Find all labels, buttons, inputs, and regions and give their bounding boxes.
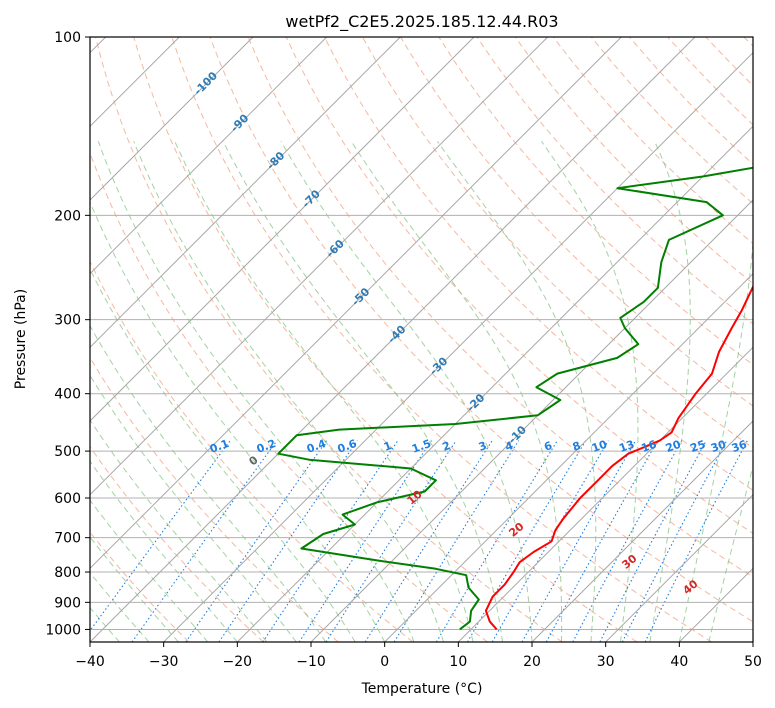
isotherm <box>310 199 753 642</box>
y-tick-label: 700 <box>54 531 81 547</box>
mixing-ratio-line <box>467 440 587 642</box>
x-axis-title: Temperature (°C) <box>361 681 483 697</box>
mixing-ratio-label: 0.1 <box>208 437 231 456</box>
isotherm <box>605 493 753 642</box>
y-tick-label: 500 <box>54 444 81 460</box>
mixing-ratio-label: 4 <box>503 439 515 454</box>
x-tick-label: −10 <box>296 654 326 670</box>
dry-adiabat <box>133 37 638 642</box>
dry-adiabat <box>171 37 712 642</box>
mixing-ratio-line <box>90 440 231 632</box>
dewpoint-profile <box>277 166 753 631</box>
x-tick-label: −20 <box>223 654 253 670</box>
mixing-ratio-label: 20 <box>664 438 683 456</box>
y-axis: 1000 900 800 700 600 500 400 300 200 100 <box>45 30 90 638</box>
mixing-ratio-line <box>298 440 432 642</box>
x-axis: −40 −30 −20 −10 0 10 20 30 40 50 <box>75 642 762 670</box>
mixing-ratio-line <box>262 440 399 642</box>
y-tick-label: 900 <box>54 595 81 611</box>
mixing-ratio-line <box>572 440 683 642</box>
x-tick-label: 40 <box>670 654 688 670</box>
y-tick-label: 800 <box>54 565 81 581</box>
mixing-ratio-label: 36 <box>730 438 749 456</box>
plot-area <box>90 37 753 642</box>
dry-adiabat <box>476 37 753 325</box>
mixing-ratio-label: 13 <box>617 438 636 455</box>
isotherm <box>531 420 753 642</box>
sounding-profiles <box>277 166 753 631</box>
isotherm <box>90 37 622 570</box>
y-axis-title: Pressure (hPa) <box>13 289 29 389</box>
isotherm <box>90 37 549 496</box>
y-tick-label: 200 <box>54 208 81 224</box>
mixing-ratio-line <box>131 440 278 642</box>
mixing-ratio-label: 8 <box>571 439 583 454</box>
x-tick-label: −40 <box>75 654 105 670</box>
isotherm <box>90 37 328 275</box>
x-tick-label: 20 <box>523 654 541 670</box>
mixing-ratio-line <box>435 440 558 642</box>
x-tick-label: −30 <box>149 654 179 670</box>
mixing-ratio-label: 0.6 <box>336 437 359 456</box>
y-tick-label: 600 <box>54 491 81 507</box>
dry-adiabat <box>247 37 753 578</box>
dry-adiabat <box>90 445 264 642</box>
mixing-ratio-line <box>364 440 493 642</box>
x-tick-label: 50 <box>744 654 762 670</box>
dry-adiabat <box>285 37 753 535</box>
pressure-grid <box>90 37 753 630</box>
isotherm <box>236 125 753 642</box>
isotherm <box>384 272 753 642</box>
mixing-ratio-label: 1.5 <box>410 437 433 456</box>
y-tick-label: 400 <box>54 387 81 403</box>
mixing-ratio-line <box>521 440 637 642</box>
isotherm <box>90 37 254 201</box>
isotherms <box>90 37 753 642</box>
mixing-ratio-label: 1 <box>382 439 394 454</box>
dry-adiabat <box>514 37 753 285</box>
isotherm <box>163 51 753 642</box>
x-tick-label: 0 <box>380 654 389 670</box>
plot-frame <box>89 36 754 643</box>
y-tick-label: 300 <box>54 313 81 329</box>
temperature-profile <box>484 284 753 631</box>
mixing-ratio-line <box>185 440 328 642</box>
mixing-ratio-line <box>644 440 748 642</box>
mixing-ratio-label: 0.4 <box>305 437 328 456</box>
mixing-ratio-line <box>545 440 659 642</box>
dry-adiabat <box>323 37 753 491</box>
mixing-ratio-label: 3 <box>477 439 489 454</box>
isotherm <box>90 37 475 422</box>
mixing-ratio-label: 25 <box>688 438 707 455</box>
mixing-ratio-label: 30 <box>709 438 728 456</box>
y-tick-label: 100 <box>54 30 81 46</box>
isotherm <box>90 37 401 349</box>
x-tick-label: 10 <box>449 654 467 670</box>
dry-adiabat <box>90 356 339 642</box>
mixing-ratio-label: 10 <box>590 438 609 456</box>
isotherm <box>90 37 696 642</box>
mixing-ratio-label: 0.2 <box>255 437 278 456</box>
dry-adiabat <box>209 37 753 623</box>
mixing-ratio-line <box>491 440 609 642</box>
x-tick-label: 30 <box>597 654 615 670</box>
mixing-ratio-label: 6 <box>542 439 554 454</box>
chart-title: wetPf2_C2E5.2025.185.12.44.R03 <box>285 12 558 32</box>
dry-adiabat <box>90 260 414 642</box>
mixing-ratio-label: 2 <box>441 439 453 454</box>
y-tick-label: 1000 <box>45 622 81 638</box>
isotherm <box>752 641 753 642</box>
isotherm <box>457 346 753 642</box>
dry-adiabat <box>95 37 563 642</box>
mixing-ratio-label: 16 <box>639 438 658 456</box>
